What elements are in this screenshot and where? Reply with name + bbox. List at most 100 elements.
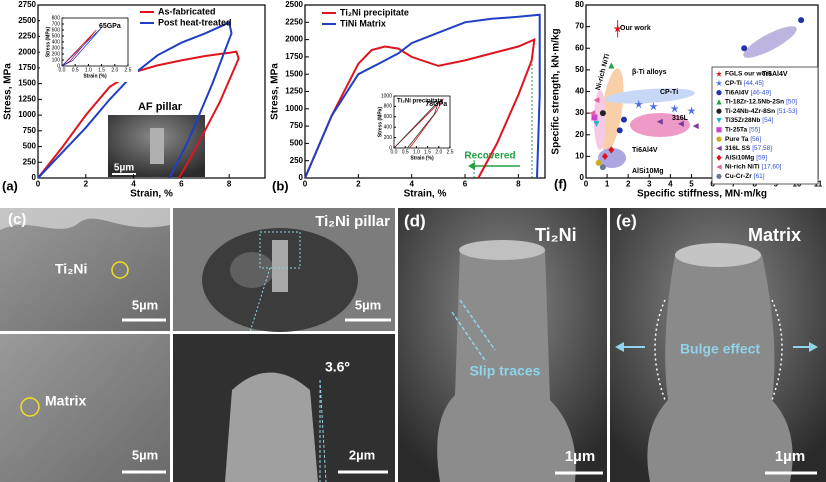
angle-label: 3.6º (325, 359, 350, 375)
x-tick-label: 2.0 (435, 149, 442, 155)
x-tick-label: 0.5 (402, 149, 409, 155)
annotation: CP-Ti (660, 89, 678, 96)
pillar (150, 128, 164, 164)
region (743, 26, 797, 58)
legend-label: TiNi Matrix (340, 18, 386, 28)
y-axis-label: Stress (MPa) (377, 107, 383, 138)
x-tick-label: 5 (689, 180, 694, 189)
annotation: Ti6Al4V (632, 147, 658, 154)
phase-region (0, 208, 170, 230)
x-axis-label: Strain, % (404, 189, 447, 200)
x-tick-label: 1.5 (98, 67, 105, 73)
y-tick-label: 1000 (285, 104, 303, 113)
scale-label: 5µm (132, 447, 158, 462)
panel-label: (c) (8, 211, 26, 228)
y-tick-label: 2250 (285, 17, 303, 26)
x-tick-label: 8 (516, 180, 521, 189)
legend-ref: [55] (749, 127, 760, 134)
y-tick-label: 2000 (18, 47, 36, 56)
y-axis-label: Specific strength, kN·m/kg (551, 28, 562, 154)
annotation: Our work (620, 25, 651, 32)
data-line (304, 13, 541, 179)
bulge-guide (771, 299, 783, 401)
marker-circle (20, 397, 40, 417)
x-tick-label: 3 (647, 180, 652, 189)
pillar-zoom (225, 372, 318, 482)
annotation: AlSi10Mg (632, 168, 664, 175)
y-tick-label: 600 (52, 27, 61, 33)
data-line (304, 37, 536, 179)
point (716, 108, 722, 114)
data-line (393, 98, 444, 149)
point (634, 99, 644, 109)
x-tick-label: 2 (626, 180, 631, 189)
zoom-box (259, 231, 301, 269)
scale-label: 1µm (775, 448, 805, 465)
region (594, 90, 606, 150)
x-tick-label: 1.5 (424, 149, 431, 155)
point (608, 146, 615, 154)
plot-frame (37, 4, 266, 179)
pillar (437, 240, 576, 482)
legend-ref: [57,58] (752, 145, 772, 152)
legend-ref: [54] (762, 117, 773, 124)
y-tick-label: 20 (575, 130, 584, 139)
y-tick-label: 60 (575, 43, 584, 52)
y-tick-label: 1250 (285, 87, 303, 96)
x-tick-label: 2.5 (447, 149, 454, 155)
marker-circle (111, 261, 129, 279)
x-tick-label: 2.5 (125, 67, 132, 73)
panel-title: Ti₂Ni pillar (315, 213, 390, 230)
guide (319, 379, 327, 482)
y-tick-label: 250 (23, 157, 37, 166)
inset-bg (40, 10, 138, 82)
slip-trace (451, 311, 487, 363)
legend-label: Cu-Cr-Zr (725, 173, 752, 180)
legend-ref: [17,60] (762, 164, 782, 171)
point (595, 159, 602, 166)
x-tick-label: 1 (605, 180, 610, 189)
y-tick-label: 100 (52, 57, 61, 63)
point (716, 99, 722, 105)
pillar (272, 240, 288, 292)
y-tick-label: 700 (52, 21, 61, 27)
legend-ref: [56] (750, 136, 761, 143)
legend-ref: [44,45] (744, 80, 764, 87)
panel-label: (e) (616, 211, 637, 230)
x-tick-label: 4 (409, 180, 414, 189)
legend-label: AlSi10Mg (725, 154, 754, 161)
point (599, 110, 606, 117)
legend-label: Ti-24Nb-4Zr-8Sn (725, 108, 775, 115)
y-tick-label: 70 (575, 22, 584, 31)
y-tick-label: 600 (384, 114, 393, 120)
x-axis-label: Strain (%) (410, 155, 434, 161)
point (716, 117, 722, 124)
legend-ref: [46-49] (751, 89, 771, 96)
x-tick-label: 1.0 (413, 149, 420, 155)
region (630, 113, 690, 137)
y-tick-label: 750 (23, 126, 37, 135)
inset-annotation: 78GPa (425, 101, 447, 108)
legend-label: Ti6Al4V (725, 89, 749, 96)
phase-label: Ti₂Ni (55, 261, 87, 277)
x-tick-label: 8 (227, 180, 232, 189)
y-tick-label: 800 (384, 104, 393, 110)
point (687, 106, 696, 115)
panel-label: (b) (272, 178, 289, 193)
point (716, 154, 722, 161)
annotation: 316L (672, 115, 689, 122)
data-line (61, 27, 102, 67)
y-tick-label: 1750 (285, 52, 303, 61)
y-tick-label: 750 (290, 121, 304, 130)
y-tick-label: 1000 (18, 110, 36, 119)
point (602, 152, 608, 160)
plot-frame (393, 95, 451, 149)
legend-frame (711, 66, 819, 185)
y-tick-label: 0 (57, 63, 60, 69)
y-tick-label: 200 (384, 135, 393, 141)
point (716, 90, 722, 96)
x-tick-label: 2.0 (111, 67, 118, 73)
y-tick-label: 2500 (285, 0, 303, 9)
arrow-head (468, 162, 475, 170)
